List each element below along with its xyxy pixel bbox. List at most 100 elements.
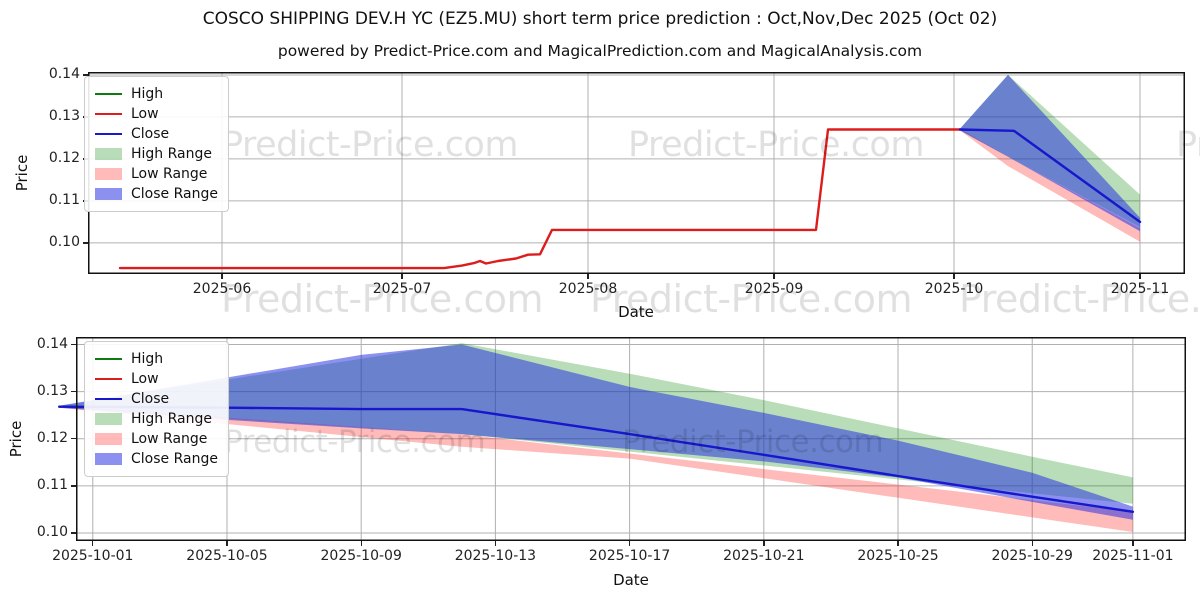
legend-label: Low [131,106,159,122]
low-range-swatch [95,168,122,180]
legend-item-close: Close [95,124,218,144]
x-tick-label: 2025-08 [558,281,618,297]
x-tick-label: 2025-09 [744,281,804,297]
close-range-swatch [95,188,122,200]
legend-label: Low [131,371,159,387]
high-range-swatch [95,413,122,425]
plot-border [76,337,1186,541]
close-series-line [58,405,1135,514]
y-tick-label: 0.10 [48,233,80,250]
x-tick-mark [221,274,223,279]
chart-prediction-detail-canvas [58,337,1186,541]
high-swatch [95,92,122,96]
y-tick-mark [83,242,88,244]
legend-label: Close Range [131,186,218,202]
legend-item-high: High [95,84,218,104]
y-tick-label: 0.10 [36,523,68,540]
figure-subtitle: powered by Predict-Price.com and Magical… [277,42,923,60]
x-tick-mark [226,541,228,546]
x-tick-mark [360,541,362,546]
legend-label: Low Range [131,431,208,447]
y-tick-label: 0.11 [48,191,80,208]
x-tick-mark [92,541,94,546]
legend-item-close: Close [95,389,218,409]
x-tick-label: 2025-10 [924,281,984,297]
watermark-text: Predict-Price.com [224,424,486,460]
x-tick-label: 2025-10-21 [723,548,805,564]
legend-item-high-range: High Range [95,409,218,429]
legend-label: Low Range [131,166,208,182]
x-tick-label: 2025-10-01 [52,548,134,564]
legend-label: Close Range [131,451,218,467]
x-tick-mark [1139,274,1141,279]
legend-item-high: High [95,349,218,369]
x-tick-label: 2025-10-13 [454,548,537,564]
x-tick-label: 2025-10-25 [857,548,939,564]
legend-label: High [131,351,164,367]
y-tick-mark [83,74,88,76]
watermark-text: Predict-Price.com [221,277,544,321]
legend-label: High Range [131,411,212,427]
x-tick-mark [587,274,589,279]
legend-item-low: Low [95,369,218,389]
legend-item-low-range: Low Range [95,164,218,184]
top-chart-x-axis-label: Date [618,303,654,321]
chart-history-and-prediction-canvas [88,72,1185,274]
x-tick-mark [494,541,497,546]
x-tick-label: 2025-10-29 [991,548,1073,564]
x-tick-mark [763,541,765,546]
x-tick-mark [629,541,631,546]
legend-label: Close [131,391,170,407]
bottom-chart-x-axis-label: Date [613,571,649,589]
x-tick-mark [897,541,899,546]
close-range-band [59,344,1133,520]
watermark-text: Predict-Price.com [590,277,913,321]
legend-label: High Range [131,146,212,162]
x-tick-mark [1031,541,1033,546]
watermark-text: Predict-Price.com [959,277,1200,321]
low-series-line [118,128,962,270]
close-swatch [95,132,122,136]
x-tick-label: 2025-10-09 [320,548,402,564]
legend-item-close-range: Close Range [95,184,218,204]
y-tick-mark [71,343,76,346]
x-tick-mark [773,274,775,279]
top-chart-y-axis-label: Price [13,154,31,192]
y-tick-label: 0.11 [36,476,68,493]
top-chart-legend: High Low Close High Range Low Range Close Ran… [84,76,229,212]
watermark-text: Predict-Price.com [628,125,924,165]
low-swatch [95,377,122,381]
x-tick-label: 2025-10-05 [186,548,268,564]
y-tick-label: 0.14 [36,335,68,352]
close-series-line [958,128,1142,224]
low-swatch [95,112,122,116]
legend-item-high-range: High Range [95,144,218,164]
y-tick-label: 0.12 [36,429,68,446]
legend-label: Close [131,126,170,142]
x-tick-label: 2025-11 [1110,281,1170,297]
x-tick-label: 2025-07 [372,281,432,297]
x-tick-mark [953,274,955,279]
legend-item-low-range: Low Range [95,429,218,449]
x-tick-mark [401,274,403,279]
watermark-text: Predict-Price.com [222,125,518,165]
legend-label: High [131,86,164,102]
y-tick-label: 0.14 [48,65,80,82]
close-range-band [960,74,1140,232]
close-swatch [95,397,122,401]
y-tick-label: 0.13 [36,382,68,399]
watermark-text: Predict-Price.com [622,424,884,460]
y-tick-label: 0.13 [48,107,80,124]
high-swatch [95,357,122,361]
bottom-chart-legend: High Low Close High Range Low Range Close Ran… [84,341,229,477]
y-tick-mark [71,391,76,393]
x-tick-mark [1132,541,1134,546]
low-range-band [960,128,1140,242]
x-tick-label: 2025-06 [192,281,252,297]
y-tick-mark [71,485,76,487]
watermark-text: Predict-Price.com [1176,125,1200,165]
x-tick-label: 2025-11-01 [1092,548,1174,564]
figure-title: COSCO SHIPPING DEV.H YC (EZ5.MU) short t… [202,9,998,29]
legend-item-low: Low [95,104,218,124]
